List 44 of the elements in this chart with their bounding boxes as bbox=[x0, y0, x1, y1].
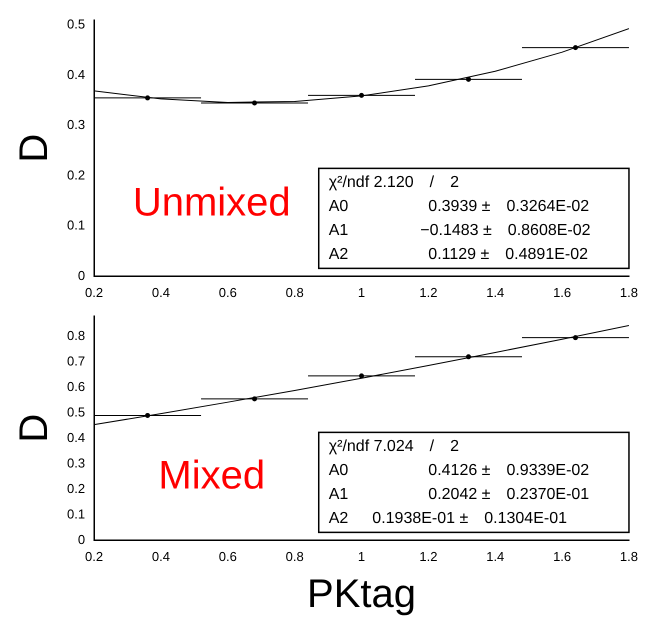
y-tick-label: 0.2 bbox=[66, 167, 86, 182]
y-tick-label: 0.1 bbox=[66, 218, 86, 233]
y-tick-label: 0.2 bbox=[66, 480, 86, 496]
x-tick-label: 1.8 bbox=[620, 548, 638, 564]
y-tick-label: 0.5 bbox=[66, 404, 86, 420]
annotation: χ²/ndf 2.120 / 2 bbox=[328, 174, 460, 191]
y-tick-label: 0.3 bbox=[66, 117, 86, 132]
annotation: A2 0.1129 ± 0.4891E-02 bbox=[328, 246, 588, 263]
x-tick-label: 1.2 bbox=[419, 548, 438, 564]
x-tick-label: 0.8 bbox=[286, 548, 304, 564]
x-tick-label: 0.8 bbox=[286, 284, 304, 300]
x-tick-label: 1.8 bbox=[620, 284, 638, 300]
y-tick-label: 0 bbox=[78, 268, 86, 283]
annotation: A0 0.3939 ± 0.3264E-02 bbox=[328, 198, 590, 215]
annotation: A2 0.1938E-01 ± 0.1304E-01 bbox=[328, 510, 568, 527]
x-tick-label: 0.6 bbox=[218, 284, 237, 300]
y-axis-title: D bbox=[12, 134, 56, 163]
annotation: A1 0.2042 ± 0.2370E-01 bbox=[328, 486, 590, 503]
x-axis-title: PKtag bbox=[307, 572, 416, 616]
x-tick-label: 0.4 bbox=[152, 284, 170, 300]
annotation: χ²/ndf 7.024 / 2 bbox=[328, 438, 460, 455]
x-tick-label: 1.4 bbox=[486, 284, 504, 300]
x-tick-label: 1.6 bbox=[553, 548, 572, 564]
y-tick-label: 0.8 bbox=[66, 328, 86, 343]
x-tick-label: 0.4 bbox=[152, 548, 170, 564]
y-tick-label: 0.1 bbox=[66, 506, 86, 522]
y-tick-label: 0.3 bbox=[66, 455, 86, 470]
y-tick-label: 0.4 bbox=[66, 66, 86, 82]
annotation: A0 0.4126 ± 0.9339E-02 bbox=[328, 462, 590, 479]
y-axis-title: D bbox=[12, 414, 56, 443]
x-tick-label: 1.4 bbox=[486, 548, 504, 564]
y-tick-label: 0.4 bbox=[66, 430, 86, 445]
x-tick-label: 1.6 bbox=[553, 284, 572, 300]
y-tick-label: 0.5 bbox=[66, 16, 86, 32]
y-tick-label: 0.6 bbox=[66, 378, 86, 394]
annotation: A1 −0.1483 ± 0.8608E-02 bbox=[328, 222, 591, 239]
x-tick-label: 1.2 bbox=[419, 284, 438, 300]
annotation: Unmixed bbox=[132, 180, 291, 225]
x-tick-label: 1 bbox=[358, 284, 366, 300]
y-tick-label: 0 bbox=[78, 532, 86, 547]
y-tick-label: 0.7 bbox=[66, 353, 86, 368]
annotation: Mixed bbox=[158, 454, 266, 498]
x-tick-label: 1 bbox=[358, 548, 366, 564]
x-tick-label: 0.6 bbox=[218, 548, 237, 564]
